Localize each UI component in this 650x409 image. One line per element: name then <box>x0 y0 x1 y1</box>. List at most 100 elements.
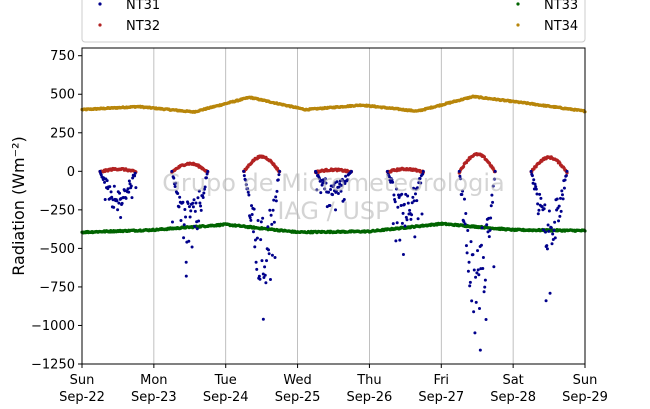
nt31-point <box>199 208 203 212</box>
nt31-point <box>390 178 394 182</box>
nt31-point <box>206 169 210 173</box>
nt31-point <box>323 177 327 181</box>
nt31-point <box>267 252 271 256</box>
nt31-point <box>559 209 563 213</box>
x-tick-label: Sep-22 <box>59 390 105 405</box>
x-tick-label: Sep-23 <box>131 390 177 405</box>
nt31-point <box>493 177 497 181</box>
nt31-point <box>559 196 562 200</box>
nt31-point <box>387 175 391 179</box>
nt31-point <box>193 209 197 213</box>
nt31-point <box>244 178 248 182</box>
nt31-point <box>182 236 186 240</box>
nt31-point <box>391 222 395 226</box>
nt31-point <box>103 180 107 184</box>
nt31-point <box>410 213 414 217</box>
nt31-point <box>246 187 250 191</box>
nt31-point <box>483 278 487 282</box>
nt31-point <box>178 195 182 199</box>
x-tick-day: Sat <box>502 373 523 388</box>
nt31-point <box>339 189 343 193</box>
nt31-point <box>242 174 246 178</box>
nt31-point <box>391 180 395 184</box>
nt31-point <box>199 204 203 208</box>
nt31-point <box>397 195 401 199</box>
nt31-point <box>487 235 491 239</box>
nt31-point <box>182 223 186 227</box>
nt31-point <box>540 205 544 209</box>
nt31-point <box>421 169 425 173</box>
nt32-point <box>461 164 466 169</box>
nt31-point <box>551 232 555 236</box>
nt31-point <box>560 189 564 193</box>
nt31-point <box>401 211 405 215</box>
nt31-point <box>412 199 416 203</box>
nt31-point <box>415 199 419 203</box>
legend-marker <box>516 2 520 6</box>
nt31-point <box>342 179 346 183</box>
nt31-point <box>174 181 178 185</box>
nt31-point <box>464 244 468 248</box>
nt31-point <box>127 190 131 194</box>
nt31-point <box>393 200 397 204</box>
nt31-point <box>479 243 483 247</box>
y-axis: −1250 −1000 −750 −500 −250 0 250 500 750 <box>31 49 82 373</box>
nt31-point <box>329 188 333 192</box>
x-tick-label: Sep-26 <box>347 390 393 405</box>
nt31-point <box>468 284 472 288</box>
nt31-point <box>418 177 422 181</box>
nt31-point <box>255 267 259 271</box>
x-tick-day: Wed <box>283 373 311 388</box>
nt31-point <box>188 215 192 219</box>
nt31-point <box>133 171 137 175</box>
x-tick-day: Tue <box>214 373 237 388</box>
nt31-point <box>393 197 397 201</box>
nt31-point <box>272 220 276 224</box>
nt31-point <box>395 221 399 225</box>
nt31-point <box>108 185 112 189</box>
legend-label: NT31 <box>126 0 160 13</box>
nt31-point <box>187 239 191 243</box>
y-tick-label: −1000 <box>31 319 75 334</box>
y-tick-label: 500 <box>50 88 75 103</box>
nt31-point <box>470 299 474 303</box>
nt31-point <box>469 240 473 244</box>
nt31-point <box>268 208 272 212</box>
nt31-point <box>471 253 475 257</box>
nt31-point <box>410 201 414 205</box>
nt31-point <box>493 169 497 173</box>
nt31-point <box>194 201 198 205</box>
nt31-point <box>181 200 185 204</box>
nt31-point <box>319 191 323 195</box>
nt31-point <box>492 265 496 269</box>
nt31-point <box>314 171 318 175</box>
nt31-point <box>186 201 190 205</box>
nt31-point <box>395 187 399 191</box>
nt31-point <box>276 178 280 182</box>
nt31-point <box>458 174 462 178</box>
nt31-point <box>109 190 113 194</box>
nt31-point <box>269 213 273 217</box>
nt31-point <box>392 193 396 197</box>
nt31-point <box>247 193 251 197</box>
nt31-point <box>260 259 264 263</box>
nt31-point <box>477 273 481 277</box>
nt31-point <box>542 207 546 211</box>
nt31-point <box>343 182 347 186</box>
nt31-point <box>416 217 420 221</box>
nt31-point <box>177 205 181 209</box>
nt31-point <box>334 208 338 212</box>
nt31-point <box>539 196 543 200</box>
nt31-point <box>420 212 424 216</box>
nt31-point <box>419 181 423 185</box>
nt31-point <box>400 192 404 196</box>
nt31-point <box>327 190 331 194</box>
nt31-point <box>411 195 415 199</box>
nt31-point <box>129 184 133 188</box>
nt31-point <box>170 220 174 224</box>
nt31-point <box>484 317 488 321</box>
nt31-point <box>529 169 533 173</box>
legend-marker <box>98 23 102 27</box>
nt31-point <box>323 187 327 191</box>
